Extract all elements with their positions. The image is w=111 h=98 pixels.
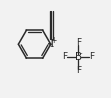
- Text: F: F: [62, 52, 68, 61]
- Text: I: I: [49, 39, 54, 49]
- Text: F: F: [76, 38, 81, 47]
- Text: F: F: [89, 52, 94, 61]
- Text: +: +: [51, 36, 57, 45]
- Text: B: B: [75, 52, 82, 62]
- Text: F: F: [76, 66, 81, 75]
- Text: -: -: [80, 51, 82, 57]
